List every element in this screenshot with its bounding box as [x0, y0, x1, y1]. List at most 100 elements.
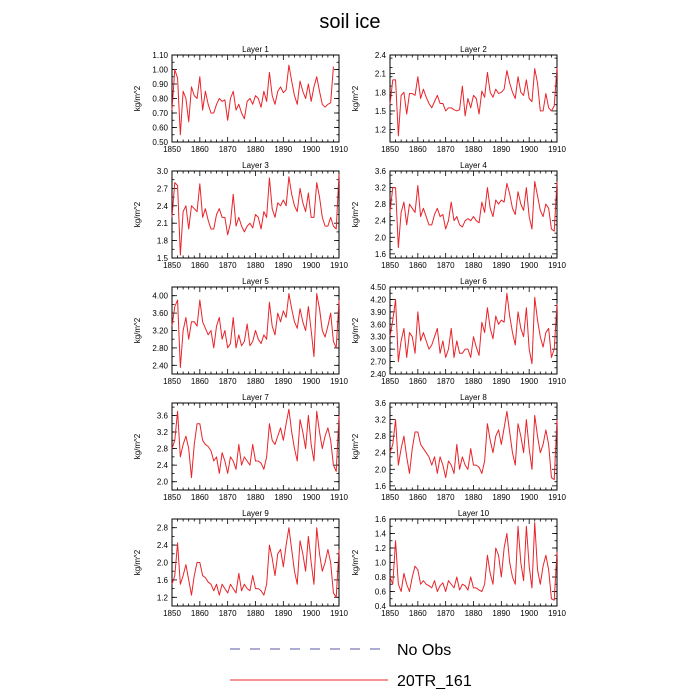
panel-8: Layer 8 kg/m^2 1850 1860 1870 1880 1890 1900 191… [351, 393, 566, 502]
x-tick-label: 1870 [437, 261, 455, 270]
x-tick-label: 1890 [492, 377, 510, 386]
x-tick-label: 1880 [465, 145, 483, 154]
x-tick-label: 1900 [520, 377, 538, 386]
y-tick-label: 3.60 [152, 309, 168, 318]
panel-title: Layer 4 [460, 161, 487, 170]
x-tick-label: 1860 [191, 145, 209, 154]
series-line-20tr-161 [171, 293, 340, 368]
panel-title: Layer 3 [242, 161, 269, 170]
x-tick-label: 1850 [163, 377, 181, 386]
x-tick-label: 1890 [274, 609, 292, 618]
x-tick-label: 1900 [520, 145, 538, 154]
panel-title: Layer 5 [242, 277, 269, 286]
x-tick-label: 1850 [163, 261, 181, 270]
x-tick-label: 1850 [381, 145, 399, 154]
x-tick-label: 1870 [437, 145, 455, 154]
x-tick-label: 1880 [247, 493, 265, 502]
panel-title: Layer 8 [460, 393, 487, 402]
x-tick-label: 1900 [520, 609, 538, 618]
legend-label-20tr-161: 20TR_161 [397, 673, 472, 690]
panel-grid: Layer 1 kg/m^2 1850 1860 1870 1880 1890 1900 191… [133, 45, 566, 618]
panel-title: Layer 9 [242, 509, 269, 518]
y-tick-label: 2.8 [157, 524, 169, 533]
y-tick-label: 1.6 [375, 482, 387, 491]
panel-title: Layer 1 [242, 45, 269, 54]
y-axis-label: kg/m^2 [133, 85, 142, 111]
x-tick-label: 1860 [409, 493, 427, 502]
y-tick-label: 1.6 [157, 576, 169, 585]
series-line-20tr-161 [171, 173, 340, 256]
x-tick-label: 1870 [219, 377, 237, 386]
y-tick-label: 4.20 [370, 295, 386, 304]
x-tick-label: 1850 [381, 493, 399, 502]
x-tick-label: 1880 [247, 261, 265, 270]
x-tick-label: 1870 [437, 493, 455, 502]
x-tick-label: 1850 [381, 609, 399, 618]
plot-frame [389, 518, 558, 607]
y-tick-label: 2.0 [375, 465, 387, 474]
x-tick-label: 1860 [191, 609, 209, 618]
series-line-20tr-161 [171, 527, 340, 598]
y-tick-label: 3.60 [370, 320, 386, 329]
plot-frame [389, 402, 558, 491]
series-line-20tr-161 [171, 64, 334, 136]
x-tick-label: 1900 [520, 493, 538, 502]
x-tick-label: 1900 [520, 261, 538, 270]
y-tick-label: 2.8 [375, 200, 387, 209]
x-tick-label: 1870 [219, 493, 237, 502]
y-tick-label: 2.0 [157, 559, 169, 568]
panel-5: Layer 5 kg/m^2 1850 1860 1870 1880 1890 1900 191… [133, 277, 348, 386]
y-tick-label: 0.4 [375, 602, 387, 611]
x-tick-label: 1860 [409, 377, 427, 386]
y-axis-label: kg/m^2 [351, 85, 360, 111]
x-tick-label: 1910 [548, 609, 566, 618]
panel-title: Layer 7 [242, 393, 269, 402]
y-axis-label: kg/m^2 [351, 201, 360, 227]
y-tick-label: 0.8 [375, 573, 387, 582]
x-tick-label: 1880 [247, 145, 265, 154]
x-tick-label: 1860 [409, 609, 427, 618]
x-tick-label: 1860 [191, 261, 209, 270]
y-tick-label: 1.5 [157, 254, 169, 263]
x-tick-label: 1860 [409, 145, 427, 154]
y-tick-label: 1.2 [375, 126, 387, 135]
y-tick-label: 1.2 [157, 593, 169, 602]
x-tick-label: 1880 [465, 261, 483, 270]
x-tick-label: 1910 [548, 261, 566, 270]
x-tick-label: 1910 [330, 145, 348, 154]
series-line-20tr-161 [389, 292, 558, 365]
x-tick-label: 1890 [492, 609, 510, 618]
panel-title: Layer 10 [458, 509, 490, 518]
y-tick-label: 1.8 [375, 88, 387, 97]
x-tick-label: 1870 [219, 261, 237, 270]
panel-7: Layer 7 kg/m^2 1850 1860 1870 1880 1890 1900 191… [133, 393, 348, 502]
x-tick-label: 1910 [548, 493, 566, 502]
x-tick-label: 1910 [548, 377, 566, 386]
x-tick-label: 1850 [381, 377, 399, 386]
y-tick-label: 3.2 [375, 184, 387, 193]
x-tick-label: 1900 [302, 609, 320, 618]
x-tick-label: 1890 [274, 261, 292, 270]
x-tick-label: 1890 [492, 261, 510, 270]
y-tick-label: 1.2 [375, 544, 387, 553]
x-tick-label: 1900 [302, 261, 320, 270]
y-tick-label: 0.90 [152, 80, 168, 89]
x-tick-label: 1850 [163, 493, 181, 502]
y-tick-label: 2.1 [157, 219, 169, 228]
y-tick-label: 2.8 [375, 432, 387, 441]
series-line-20tr-161 [389, 410, 558, 481]
y-axis-label: kg/m^2 [351, 317, 360, 343]
x-tick-label: 1880 [465, 609, 483, 618]
y-tick-label: 1.10 [152, 51, 168, 60]
legend: No Obs 20TR_161 [230, 642, 472, 690]
y-tick-label: 3.2 [375, 416, 387, 425]
panel-1: Layer 1 kg/m^2 1850 1860 1870 1880 1890 1900 191… [133, 45, 348, 154]
y-tick-label: 0.80 [152, 95, 168, 104]
y-tick-label: 1.6 [375, 515, 387, 524]
x-tick-label: 1870 [219, 609, 237, 618]
y-tick-label: 2.4 [157, 541, 169, 550]
panel-10: Layer 10 kg/m^2 1850 1860 1870 1880 1890 1900 19… [351, 509, 566, 618]
x-tick-label: 1910 [548, 145, 566, 154]
legend-label-no-obs: No Obs [397, 642, 451, 659]
